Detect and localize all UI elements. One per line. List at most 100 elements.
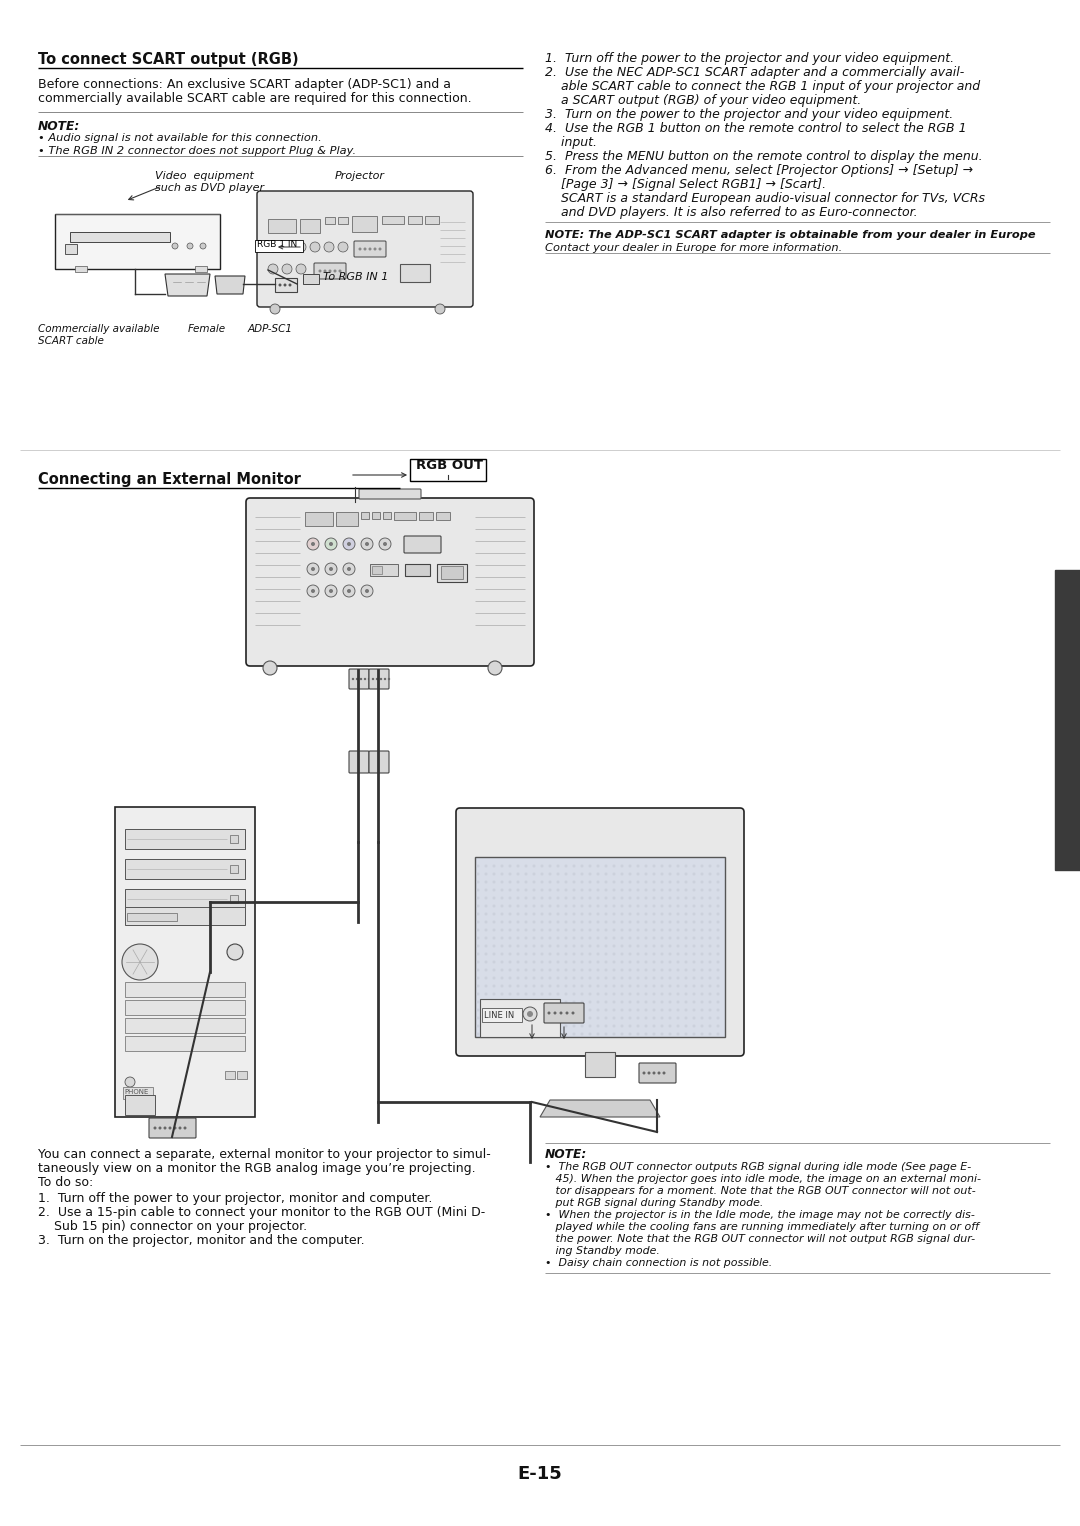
Circle shape	[621, 1024, 623, 1027]
Circle shape	[516, 888, 519, 891]
Circle shape	[661, 960, 663, 963]
Bar	[441, 566, 463, 578]
Circle shape	[676, 905, 679, 908]
Circle shape	[636, 873, 639, 876]
Bar	[408, 217, 422, 224]
Circle shape	[596, 945, 599, 948]
Circle shape	[676, 945, 679, 948]
Circle shape	[282, 264, 292, 275]
Circle shape	[645, 888, 648, 891]
Circle shape	[612, 873, 616, 876]
Circle shape	[636, 881, 639, 884]
Text: E-15: E-15	[517, 1465, 563, 1483]
Circle shape	[549, 881, 552, 884]
Circle shape	[492, 888, 496, 891]
Circle shape	[525, 1009, 527, 1012]
Circle shape	[685, 1009, 688, 1012]
Circle shape	[716, 873, 719, 876]
Circle shape	[669, 1033, 672, 1036]
Circle shape	[605, 888, 607, 891]
Circle shape	[605, 969, 607, 972]
Circle shape	[540, 881, 543, 884]
Bar	[125, 829, 245, 848]
Circle shape	[516, 881, 519, 884]
Circle shape	[621, 1033, 623, 1036]
Circle shape	[500, 984, 503, 987]
Circle shape	[676, 896, 679, 899]
Circle shape	[556, 984, 559, 987]
Circle shape	[676, 1024, 679, 1027]
Circle shape	[347, 568, 351, 571]
Circle shape	[645, 992, 648, 995]
Circle shape	[669, 937, 672, 940]
Circle shape	[565, 888, 567, 891]
Circle shape	[596, 1001, 599, 1004]
Circle shape	[636, 920, 639, 923]
Circle shape	[645, 913, 648, 916]
Circle shape	[589, 913, 592, 916]
Circle shape	[532, 913, 536, 916]
Circle shape	[669, 905, 672, 908]
Circle shape	[540, 888, 543, 891]
Circle shape	[556, 920, 559, 923]
Circle shape	[661, 920, 663, 923]
Circle shape	[343, 563, 355, 575]
Circle shape	[708, 969, 712, 972]
Circle shape	[485, 984, 487, 987]
Circle shape	[324, 243, 334, 252]
Circle shape	[525, 937, 527, 940]
Circle shape	[612, 881, 616, 884]
Circle shape	[581, 920, 583, 923]
Circle shape	[692, 969, 696, 972]
Circle shape	[596, 881, 599, 884]
Circle shape	[612, 984, 616, 987]
Circle shape	[636, 937, 639, 940]
Circle shape	[476, 896, 480, 899]
Circle shape	[708, 896, 712, 899]
Circle shape	[227, 945, 243, 960]
Text: 3.  Turn on the power to the projector and your video equipment.: 3. Turn on the power to the projector an…	[545, 108, 954, 121]
Circle shape	[629, 905, 632, 908]
Circle shape	[549, 984, 552, 987]
Circle shape	[376, 678, 378, 681]
Circle shape	[572, 1033, 576, 1036]
Circle shape	[581, 865, 583, 867]
Circle shape	[581, 977, 583, 980]
Circle shape	[629, 945, 632, 948]
Circle shape	[605, 920, 607, 923]
Circle shape	[612, 1033, 616, 1036]
Circle shape	[621, 905, 623, 908]
Circle shape	[556, 945, 559, 948]
Circle shape	[669, 969, 672, 972]
Circle shape	[532, 1033, 536, 1036]
Circle shape	[621, 873, 623, 876]
Text: To do so:: To do so:	[38, 1177, 93, 1189]
Circle shape	[621, 920, 623, 923]
Circle shape	[488, 661, 502, 674]
Circle shape	[596, 952, 599, 955]
Circle shape	[612, 1009, 616, 1012]
Circle shape	[692, 952, 696, 955]
Circle shape	[596, 873, 599, 876]
Circle shape	[596, 888, 599, 891]
Circle shape	[645, 905, 648, 908]
Bar	[394, 513, 416, 520]
Circle shape	[572, 937, 576, 940]
Text: 3.  Turn on the projector, monitor and the computer.: 3. Turn on the projector, monitor and th…	[38, 1235, 365, 1247]
Circle shape	[581, 969, 583, 972]
Circle shape	[311, 542, 315, 546]
Text: a SCART output (RGB) of your video equipment.: a SCART output (RGB) of your video equip…	[545, 95, 861, 107]
Circle shape	[492, 920, 496, 923]
Text: Before connections: An exclusive SCART adapter (ADP-SC1) and a: Before connections: An exclusive SCART a…	[38, 78, 451, 92]
Circle shape	[676, 1016, 679, 1019]
Circle shape	[268, 243, 278, 252]
Circle shape	[636, 945, 639, 948]
Circle shape	[307, 584, 319, 597]
Circle shape	[500, 992, 503, 995]
Circle shape	[661, 952, 663, 955]
Circle shape	[532, 896, 536, 899]
Circle shape	[500, 1033, 503, 1036]
Circle shape	[476, 984, 480, 987]
Circle shape	[549, 969, 552, 972]
Circle shape	[621, 984, 623, 987]
